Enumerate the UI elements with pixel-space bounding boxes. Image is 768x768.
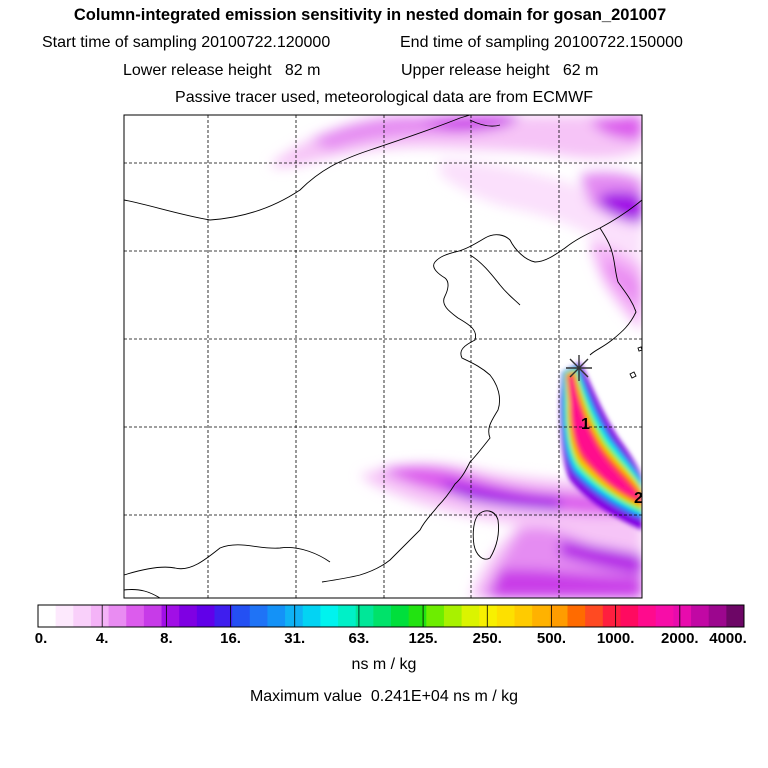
colorbar-cell xyxy=(108,605,127,627)
colorbar-cell xyxy=(479,605,498,627)
maximum-value: Maximum value 0.241E+04 ns m / kg xyxy=(0,688,768,706)
upper-release-label: Upper release height xyxy=(401,62,550,79)
colorbar-cell xyxy=(249,605,268,627)
colorbar-cell xyxy=(567,605,586,627)
colorbar-cell xyxy=(73,605,92,627)
colorbar-cell xyxy=(708,605,727,627)
colorbar-units: ns m / kg xyxy=(351,656,417,673)
trajectory-marker-2: 2 xyxy=(634,490,643,507)
colorbar-cell xyxy=(391,605,410,627)
colorbar-cell xyxy=(691,605,710,627)
star-burst-icon xyxy=(566,355,592,381)
colorbar-cell xyxy=(302,605,321,627)
colorbar-cells xyxy=(38,605,745,627)
colorbar-cell xyxy=(461,605,480,627)
colorbar-cell xyxy=(214,605,233,627)
figure-title: Column-integrated emission sensitivity i… xyxy=(73,6,667,24)
upper-release-value: 62 m xyxy=(562,62,599,79)
colorbar-tick-label: 0. xyxy=(34,630,48,647)
colorbar-cell xyxy=(673,605,692,627)
colorbar-cell xyxy=(267,605,286,627)
colorbar-cell xyxy=(355,605,374,627)
start-time-label: Start time of sampling xyxy=(42,34,197,51)
colorbar-cell xyxy=(408,605,427,627)
colorbar-cell xyxy=(496,605,516,627)
lower-release-label: Lower release height xyxy=(123,62,272,79)
start-time-value: 20100722.120000 xyxy=(201,34,331,51)
start-time: Start time of sampling 20100722.120000 xyxy=(42,34,330,52)
colorbar-tick-label: 8. xyxy=(160,630,173,647)
colorbar-tick-label: 250. xyxy=(472,630,502,647)
colorbar-tick-label: 125. xyxy=(408,630,438,647)
colorbar-cell xyxy=(232,605,251,627)
colorbar-cell xyxy=(285,605,304,627)
colorbar-cell xyxy=(320,605,339,627)
end-time-value: 20100722.150000 xyxy=(553,34,683,51)
colorbar-cell xyxy=(196,605,215,627)
sensitivity-field xyxy=(270,115,642,598)
colorbar-cell xyxy=(38,605,57,627)
maximum-value-number: 0.241E+04 ns m / kg xyxy=(370,688,519,705)
lower-release-height: Lower release height 82 m xyxy=(123,62,320,80)
colorbar-cell xyxy=(338,605,357,627)
end-time: End time of sampling 20100722.150000 xyxy=(400,34,683,52)
colorbar-tick-label: 2000. xyxy=(661,630,699,647)
colorbar-cell xyxy=(638,605,657,627)
colorbar-separators xyxy=(101,605,681,627)
colorbar-cell xyxy=(443,605,463,627)
colorbar-tick-label: 4. xyxy=(95,630,109,647)
maximum-value-label: Maximum value xyxy=(249,688,362,705)
coastline-layer xyxy=(124,115,642,598)
colorbar-cell xyxy=(655,605,674,627)
colorbar-cell xyxy=(143,605,163,627)
colorbar-cell xyxy=(179,605,198,627)
colorbar-cell xyxy=(585,605,604,627)
lat-lon-grid xyxy=(124,115,642,598)
map-frame xyxy=(123,114,643,599)
colorbar-cell xyxy=(55,605,74,627)
colorbar-cell xyxy=(549,605,568,627)
colorbar-cell xyxy=(602,605,621,627)
colorbar-cell xyxy=(514,605,533,627)
colorbar-cell xyxy=(90,605,110,627)
colorbar-frame xyxy=(37,604,745,628)
colorbar-tick-label: 16. xyxy=(220,630,241,647)
colorbar-cell xyxy=(161,605,180,627)
trajectory-marker-1: 1 xyxy=(581,416,590,433)
colorbar-cell xyxy=(726,605,745,627)
end-time-label: End time of sampling xyxy=(400,34,550,51)
upper-release-height: Upper release height 62 m xyxy=(401,62,598,80)
colorbar-cell xyxy=(373,605,392,627)
colorbar-cell xyxy=(620,605,639,627)
lower-release-value: 82 m xyxy=(284,62,321,79)
colorbar-tick-label: 500. xyxy=(536,630,567,647)
colorbar-cell xyxy=(126,605,145,627)
colorbar-cell xyxy=(532,605,551,627)
colorbar-tick-label: 63. xyxy=(348,630,370,647)
colorbar-cell xyxy=(426,605,445,627)
colorbar-tick-label: 1000. xyxy=(596,630,635,647)
tracer-note: Passive tracer used, meteorological data… xyxy=(175,89,593,106)
colorbar-tick-label: 4000. xyxy=(709,630,747,647)
colorbar-tick-label: 31. xyxy=(284,630,306,647)
